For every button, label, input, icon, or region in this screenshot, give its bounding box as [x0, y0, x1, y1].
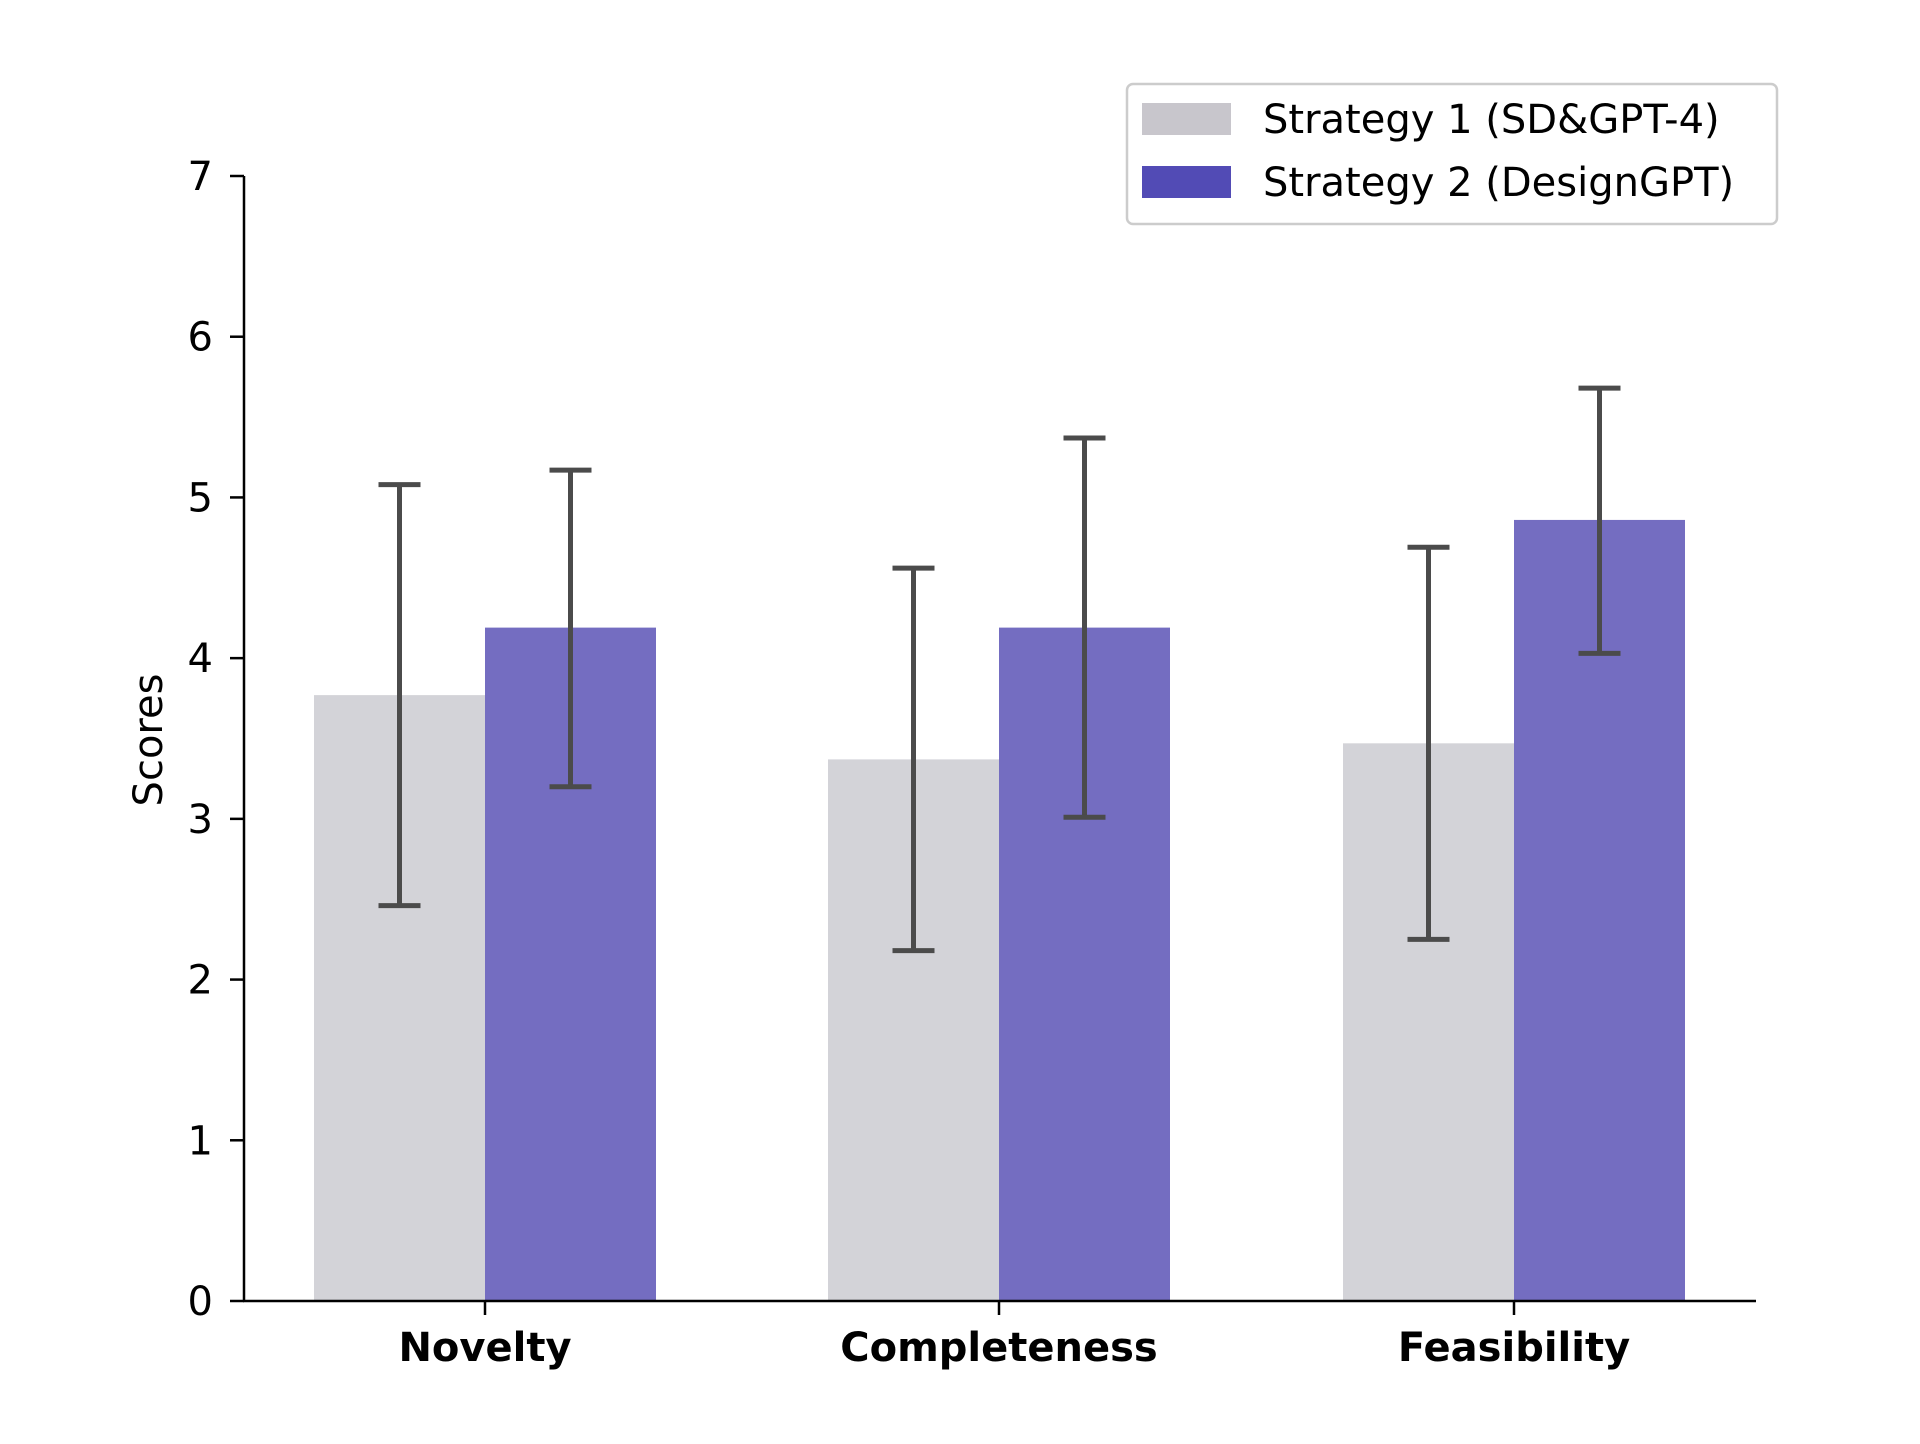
legend-label-strategy-1: Strategy 1 (SD&GPT-4) — [1263, 97, 1720, 143]
x-ticks-layer: Novelty Completeness Feasibility — [398, 1301, 1630, 1371]
legend-swatch-strategy-1 — [1142, 103, 1231, 135]
bars-layer — [314, 519, 1685, 1301]
y-axis-title: Scores — [126, 674, 172, 807]
y-tick-label-2: 2 — [188, 958, 213, 1004]
legend: Strategy 1 (SD&GPT-4) Strategy 2 (Design… — [1125, 82, 1779, 226]
legend-label-strategy-2: Strategy 2 (DesignGPT) — [1263, 160, 1734, 206]
x-tick-label-feasibility: Feasibility — [1398, 1325, 1630, 1371]
y-tick-label-3: 3 — [188, 797, 213, 843]
y-tick-label-4: 4 — [188, 636, 213, 682]
x-tick-label-completeness: Completeness — [840, 1325, 1157, 1371]
y-tick-label-7: 7 — [188, 154, 213, 200]
y-tick-label-5: 5 — [188, 475, 213, 521]
error-bars-layer — [378, 385, 1621, 954]
x-tick-label-novelty: Novelty — [398, 1325, 571, 1371]
y-tick-label-6: 6 — [188, 315, 213, 361]
y-ticks-layer: 0 1 2 3 4 5 6 7 — [188, 154, 244, 1325]
legend-frame — [1125, 82, 1779, 226]
y-tick-label-0: 0 — [188, 1279, 213, 1325]
y-tick-label-1: 1 — [188, 1118, 213, 1164]
legend-swatch-strategy-2 — [1142, 166, 1231, 198]
